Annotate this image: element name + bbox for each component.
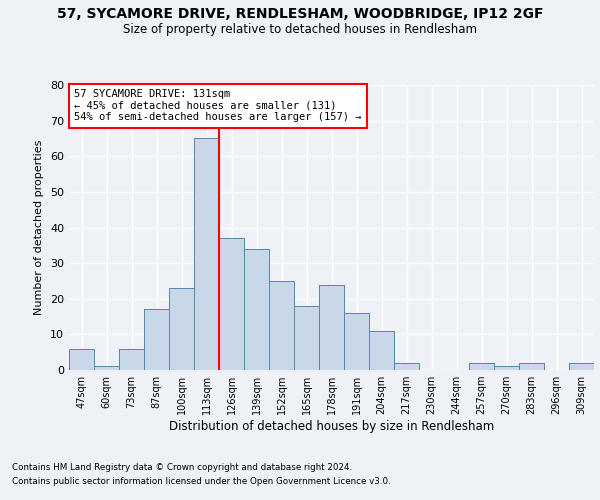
X-axis label: Distribution of detached houses by size in Rendlesham: Distribution of detached houses by size …	[169, 420, 494, 433]
Bar	[69, 348, 94, 370]
Bar	[319, 284, 344, 370]
Bar	[469, 363, 494, 370]
Bar	[294, 306, 319, 370]
Bar	[94, 366, 119, 370]
Bar	[394, 363, 419, 370]
Bar	[244, 249, 269, 370]
Text: 57 SYCAMORE DRIVE: 131sqm
← 45% of detached houses are smaller (131)
54% of semi: 57 SYCAMORE DRIVE: 131sqm ← 45% of detac…	[74, 90, 362, 122]
Bar	[269, 281, 294, 370]
Text: Size of property relative to detached houses in Rendlesham: Size of property relative to detached ho…	[123, 22, 477, 36]
Bar	[119, 348, 144, 370]
Bar	[519, 363, 544, 370]
Bar	[194, 138, 219, 370]
Text: 57, SYCAMORE DRIVE, RENDLESHAM, WOODBRIDGE, IP12 2GF: 57, SYCAMORE DRIVE, RENDLESHAM, WOODBRID…	[57, 8, 543, 22]
Bar	[169, 288, 194, 370]
Bar	[569, 363, 594, 370]
Bar	[344, 313, 369, 370]
Bar	[369, 331, 394, 370]
Text: Contains HM Land Registry data © Crown copyright and database right 2024.: Contains HM Land Registry data © Crown c…	[12, 464, 352, 472]
Bar	[144, 310, 169, 370]
Text: Contains public sector information licensed under the Open Government Licence v3: Contains public sector information licen…	[12, 477, 391, 486]
Y-axis label: Number of detached properties: Number of detached properties	[34, 140, 44, 315]
Bar	[494, 366, 519, 370]
Bar	[219, 238, 244, 370]
